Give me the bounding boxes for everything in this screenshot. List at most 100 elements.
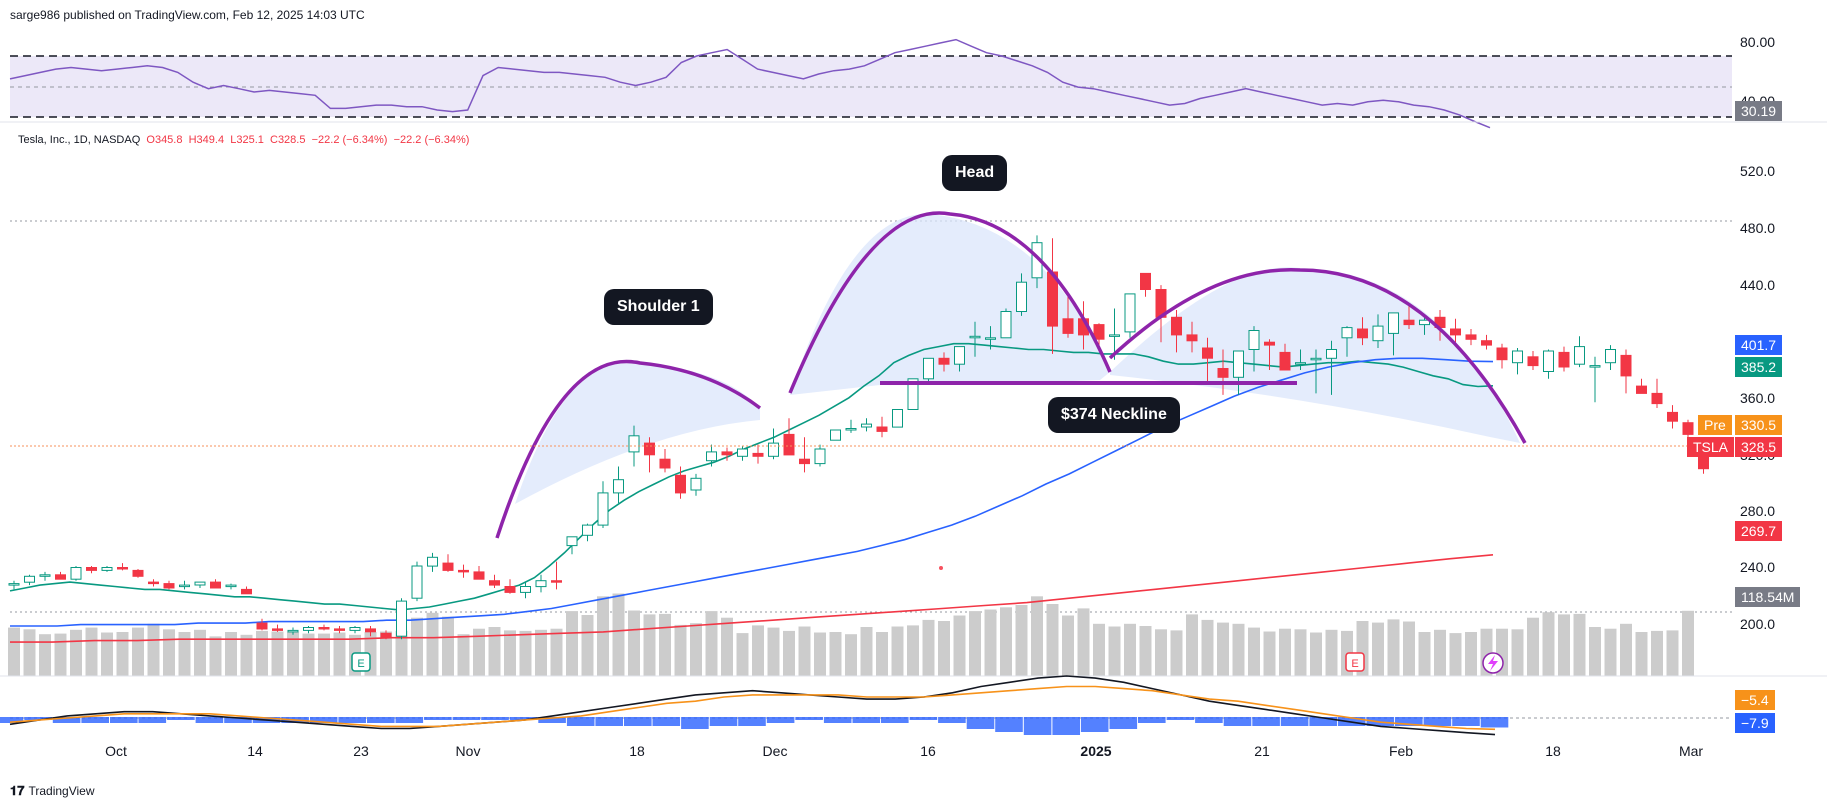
candle-body bbox=[1310, 357, 1322, 361]
shoulder-annotation[interactable]: Shoulder 1 bbox=[604, 289, 713, 325]
macd-histogram-bar bbox=[938, 717, 966, 723]
macd-histogram-bar bbox=[652, 717, 681, 726]
ohlc-low: L325.1 bbox=[230, 134, 264, 146]
head-shade bbox=[790, 213, 1110, 395]
candle-body bbox=[1217, 368, 1229, 378]
time-tick-label: Oct bbox=[105, 743, 127, 759]
macd-histogram-bar bbox=[681, 717, 709, 729]
volume-bar bbox=[1449, 633, 1462, 676]
macd-histogram-bar bbox=[52, 717, 81, 723]
volume-bar bbox=[690, 623, 702, 676]
candle-body bbox=[1171, 316, 1182, 336]
volume-bar bbox=[225, 632, 237, 676]
macd-histogram-bar bbox=[1452, 717, 1480, 726]
candle-body bbox=[1574, 346, 1585, 365]
macd-histogram-bar bbox=[224, 717, 252, 723]
neckline-annotation[interactable]: $374 Neckline bbox=[1048, 397, 1180, 433]
macd-histogram-bar bbox=[395, 717, 424, 723]
volume-bar bbox=[1511, 629, 1524, 677]
tsla-label-tag: TSLA bbox=[1687, 437, 1735, 457]
candle-body bbox=[721, 451, 733, 456]
macd-histogram-bar bbox=[1109, 717, 1138, 729]
candle-body bbox=[845, 428, 857, 431]
candle-body bbox=[256, 622, 268, 630]
macd-histogram-bar bbox=[1080, 717, 1109, 732]
earnings-marker-2[interactable]: E bbox=[1345, 652, 1365, 672]
candle-body bbox=[303, 627, 314, 631]
svg-text:E: E bbox=[357, 658, 364, 670]
candle-body bbox=[411, 565, 423, 599]
candle-body bbox=[1202, 347, 1213, 359]
earnings-marker-1[interactable]: E bbox=[351, 652, 371, 672]
ohlc-change-2: −22.2 (−6.34%) bbox=[393, 134, 470, 146]
volume-bar bbox=[1248, 627, 1260, 676]
volume-bar bbox=[1201, 619, 1214, 676]
candle-body bbox=[644, 442, 655, 456]
candle-body bbox=[1341, 327, 1353, 339]
candle-body bbox=[380, 632, 392, 639]
candle-body bbox=[1295, 362, 1306, 365]
candle-body bbox=[1357, 328, 1368, 339]
volume-bar bbox=[1000, 607, 1012, 677]
candle-body bbox=[132, 569, 144, 577]
volume-bar bbox=[535, 629, 547, 676]
macd-histogram-bar bbox=[0, 717, 24, 723]
volume-tag: 118.54M bbox=[1735, 587, 1801, 607]
volume-bar bbox=[845, 634, 857, 676]
candle-body bbox=[830, 429, 841, 441]
volume-bar bbox=[1542, 612, 1555, 676]
volume-bar bbox=[1263, 631, 1276, 677]
candle-body bbox=[520, 586, 531, 593]
volume-bar bbox=[1155, 629, 1167, 677]
volume-bar bbox=[1527, 617, 1539, 676]
macd-histogram-bar bbox=[110, 717, 138, 723]
rsi-line bbox=[9, 38, 1491, 129]
candle-body bbox=[1248, 330, 1260, 350]
macd-signal-line bbox=[9, 685, 1496, 731]
head-annotation[interactable]: Head bbox=[942, 155, 1008, 191]
volume-bar bbox=[1062, 615, 1074, 676]
macd-histogram-bar bbox=[195, 717, 224, 723]
tsla-value-tag: 328.5 bbox=[1735, 437, 1783, 457]
candle-body bbox=[768, 442, 779, 457]
time-tick-label: 18 bbox=[1545, 743, 1561, 759]
candle-body bbox=[1264, 341, 1275, 346]
volume-bar bbox=[1325, 629, 1338, 676]
candle-body bbox=[1016, 281, 1027, 313]
volume-bar bbox=[287, 632, 299, 676]
macd-histogram-bar bbox=[424, 717, 452, 720]
marker-dot bbox=[939, 566, 943, 570]
volume-bar bbox=[8, 627, 20, 676]
macd-histogram-bar bbox=[538, 717, 566, 723]
rsi-value-tag: 30.19 bbox=[1735, 101, 1783, 121]
volume-bar bbox=[1170, 630, 1183, 677]
candle-body bbox=[1233, 350, 1244, 378]
bolt-icon[interactable] bbox=[1482, 652, 1504, 674]
macd-histogram-bar bbox=[1395, 717, 1423, 726]
ohlc-change: −22.2 (−6.34%) bbox=[311, 134, 388, 146]
candle-body bbox=[1682, 422, 1694, 435]
candle-body bbox=[737, 448, 748, 457]
brand-text: TradingView bbox=[28, 784, 95, 798]
volume-bar bbox=[705, 611, 718, 676]
volume-bar bbox=[1465, 632, 1477, 676]
candle-body bbox=[1481, 340, 1492, 346]
volume-bar bbox=[302, 633, 315, 676]
macd-histogram-bar bbox=[966, 717, 995, 729]
candle-body bbox=[241, 588, 252, 595]
time-tick-label: 23 bbox=[353, 743, 369, 759]
volume-bar bbox=[1031, 596, 1043, 677]
candle-body bbox=[1326, 349, 1337, 359]
macd-histogram-bar bbox=[852, 717, 881, 723]
macd-histogram-bar bbox=[1280, 717, 1309, 726]
candle-body bbox=[272, 628, 283, 631]
candle-body bbox=[1093, 324, 1105, 340]
candle-body bbox=[659, 458, 671, 469]
candle-body bbox=[225, 584, 237, 588]
volume-bar bbox=[814, 632, 826, 676]
volume-bar bbox=[1418, 632, 1431, 676]
volume-bar bbox=[1589, 627, 1601, 676]
volume-bar bbox=[132, 627, 144, 676]
footer-brand[interactable]: 𝟏𝟕 TradingView bbox=[10, 783, 95, 799]
